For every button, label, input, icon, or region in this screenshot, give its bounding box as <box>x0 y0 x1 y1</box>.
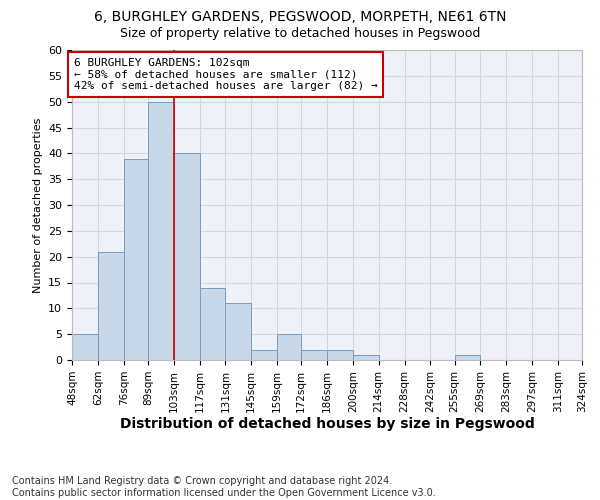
Y-axis label: Number of detached properties: Number of detached properties <box>32 118 43 292</box>
Bar <box>72 334 98 360</box>
Bar <box>251 350 277 360</box>
Bar <box>124 158 148 360</box>
X-axis label: Distribution of detached houses by size in Pegswood: Distribution of detached houses by size … <box>119 418 535 432</box>
Bar <box>353 355 379 360</box>
Bar <box>327 350 353 360</box>
Text: Contains HM Land Registry data © Crown copyright and database right 2024.
Contai: Contains HM Land Registry data © Crown c… <box>12 476 436 498</box>
Text: Size of property relative to detached houses in Pegswood: Size of property relative to detached ho… <box>120 28 480 40</box>
Bar <box>199 288 226 360</box>
Bar <box>98 252 124 360</box>
Bar <box>173 154 199 360</box>
Bar <box>148 102 173 360</box>
Bar <box>455 355 481 360</box>
Bar <box>301 350 327 360</box>
Bar <box>277 334 301 360</box>
Text: 6, BURGHLEY GARDENS, PEGSWOOD, MORPETH, NE61 6TN: 6, BURGHLEY GARDENS, PEGSWOOD, MORPETH, … <box>94 10 506 24</box>
Text: 6 BURGHLEY GARDENS: 102sqm
← 58% of detached houses are smaller (112)
42% of sem: 6 BURGHLEY GARDENS: 102sqm ← 58% of deta… <box>74 58 377 91</box>
Bar <box>226 303 251 360</box>
